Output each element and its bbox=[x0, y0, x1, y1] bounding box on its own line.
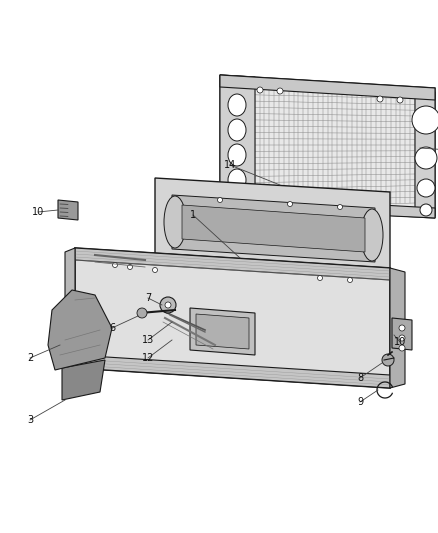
Polygon shape bbox=[220, 196, 435, 218]
Polygon shape bbox=[220, 75, 255, 205]
Text: 13: 13 bbox=[142, 335, 154, 345]
Polygon shape bbox=[390, 268, 405, 388]
Text: 2: 2 bbox=[27, 353, 33, 363]
Circle shape bbox=[113, 262, 117, 268]
Text: 7: 7 bbox=[145, 293, 151, 303]
Circle shape bbox=[377, 96, 383, 102]
Ellipse shape bbox=[228, 144, 246, 166]
Polygon shape bbox=[190, 308, 255, 355]
Polygon shape bbox=[196, 314, 249, 349]
Ellipse shape bbox=[228, 94, 246, 116]
Polygon shape bbox=[58, 200, 78, 220]
Circle shape bbox=[417, 179, 435, 197]
Polygon shape bbox=[220, 75, 435, 218]
Circle shape bbox=[165, 302, 171, 308]
Circle shape bbox=[415, 147, 437, 169]
Circle shape bbox=[412, 106, 438, 134]
Text: 14: 14 bbox=[224, 160, 236, 170]
Circle shape bbox=[397, 97, 403, 103]
Ellipse shape bbox=[361, 209, 383, 261]
Polygon shape bbox=[75, 355, 390, 388]
Polygon shape bbox=[75, 248, 390, 388]
Text: 1: 1 bbox=[190, 210, 196, 220]
Polygon shape bbox=[415, 90, 435, 216]
Polygon shape bbox=[220, 75, 435, 100]
Circle shape bbox=[420, 204, 432, 216]
Circle shape bbox=[152, 268, 158, 272]
Ellipse shape bbox=[228, 119, 246, 141]
Circle shape bbox=[338, 205, 343, 209]
Polygon shape bbox=[75, 248, 390, 280]
Polygon shape bbox=[65, 248, 75, 372]
Text: 10: 10 bbox=[32, 207, 44, 217]
Text: 12: 12 bbox=[142, 353, 154, 363]
Text: 9: 9 bbox=[357, 397, 363, 407]
Polygon shape bbox=[392, 318, 412, 350]
Text: 6: 6 bbox=[109, 323, 115, 333]
Ellipse shape bbox=[228, 169, 246, 191]
Circle shape bbox=[137, 308, 147, 318]
Circle shape bbox=[399, 335, 405, 341]
Circle shape bbox=[399, 345, 405, 351]
Circle shape bbox=[399, 325, 405, 331]
Text: 8: 8 bbox=[357, 373, 363, 383]
Polygon shape bbox=[182, 205, 365, 252]
Polygon shape bbox=[172, 195, 375, 262]
Circle shape bbox=[382, 354, 394, 366]
Circle shape bbox=[257, 87, 263, 93]
Text: 3: 3 bbox=[27, 415, 33, 425]
Circle shape bbox=[318, 276, 322, 280]
Polygon shape bbox=[155, 178, 390, 278]
Circle shape bbox=[277, 88, 283, 94]
Circle shape bbox=[160, 297, 176, 313]
Text: 10: 10 bbox=[394, 337, 406, 347]
Polygon shape bbox=[62, 360, 105, 400]
Circle shape bbox=[127, 264, 133, 270]
Circle shape bbox=[347, 278, 353, 282]
Ellipse shape bbox=[164, 196, 186, 248]
Circle shape bbox=[287, 201, 293, 206]
Polygon shape bbox=[48, 290, 112, 370]
Circle shape bbox=[218, 198, 223, 203]
